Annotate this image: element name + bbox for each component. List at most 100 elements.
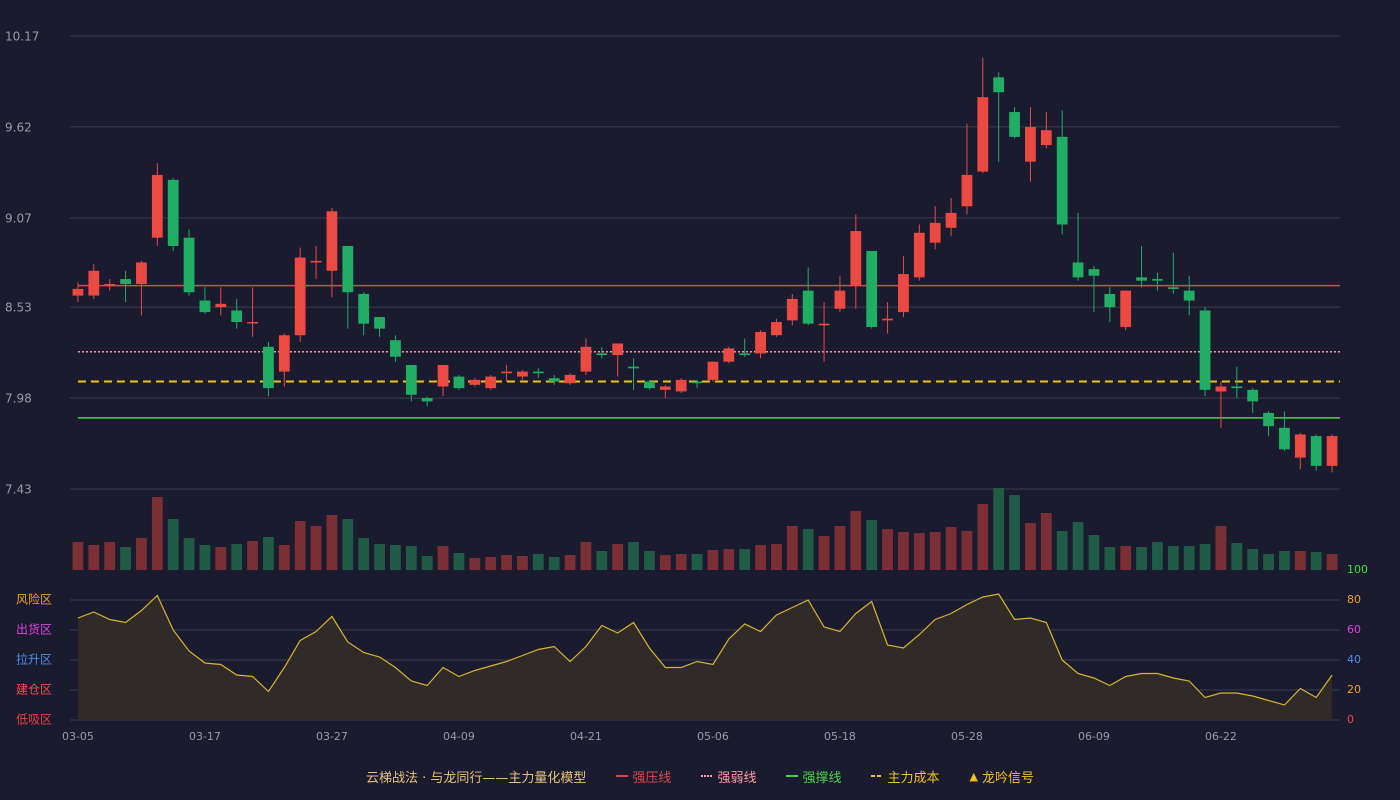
y-tick-label: 9.07	[5, 211, 32, 225]
candle-body	[136, 262, 147, 284]
volume-bar	[548, 557, 560, 570]
volume-bar	[707, 550, 719, 570]
y-tick-label: 100	[1347, 563, 1368, 576]
volume-bar	[882, 529, 893, 570]
volume-bar	[358, 538, 370, 570]
candle-body	[342, 245, 354, 293]
legend-swatch	[701, 775, 714, 777]
legend-label: 强压线	[632, 770, 672, 786]
candle-body	[374, 317, 385, 329]
volume-bar	[739, 549, 751, 570]
candle-body	[1310, 436, 1322, 466]
volume-bar	[469, 558, 481, 570]
volume-bar	[501, 555, 512, 570]
y-tick-label: 7.43	[5, 483, 32, 497]
volume-bar	[993, 488, 1005, 570]
y-tick-label: 7.98	[5, 392, 32, 406]
candle-body	[453, 376, 465, 389]
volume-bar	[72, 542, 84, 570]
legend-item: 强压线	[616, 767, 671, 786]
legend: 云梯战法 · 与龙同行——主力量化模型 强压线 强弱线 强撑线 主力成本 ▲ 龙吟信号	[0, 764, 1400, 788]
legend-label: 主力成本	[887, 770, 940, 786]
volume-bar	[755, 545, 766, 570]
candle-body	[1167, 287, 1179, 289]
legend-title: 云梯战法 · 与龙同行——主力量化模型	[366, 770, 587, 786]
candle-body	[1120, 290, 1132, 327]
volume-bar	[612, 544, 624, 570]
volume-bar	[929, 532, 941, 570]
x-tick-label: 05-06	[697, 730, 729, 743]
volume-bar	[1072, 522, 1084, 570]
volume-bar	[961, 531, 973, 570]
candle-body	[1152, 279, 1163, 281]
candle-body	[755, 331, 766, 354]
volume-bar	[390, 545, 401, 570]
volume-bar	[421, 556, 433, 570]
legend-item: ▲ 龙吟信号	[969, 767, 1033, 786]
volume-bar	[1183, 546, 1195, 570]
candle-body	[644, 381, 655, 389]
candle-body	[294, 257, 306, 336]
volume-bar	[802, 529, 814, 570]
legend-label: 强撑线	[802, 770, 842, 786]
candle-body	[1183, 290, 1195, 301]
legend-symbol: ▲	[969, 769, 978, 783]
legend-swatch	[786, 775, 799, 777]
candle-body	[1104, 293, 1116, 308]
volume-bar	[326, 515, 338, 570]
candle-body	[231, 310, 243, 323]
legend-swatch	[616, 775, 629, 777]
candle-body	[278, 335, 290, 372]
candle-body	[850, 231, 862, 286]
candle-body	[215, 303, 227, 308]
candle-body	[517, 371, 528, 377]
volume-bar	[263, 537, 274, 570]
volume-bar	[104, 542, 116, 570]
candle-body	[405, 365, 417, 395]
volume-bar	[310, 526, 322, 570]
candle-body	[1199, 310, 1211, 390]
volume-bar	[1199, 544, 1211, 570]
candle-body	[1056, 136, 1068, 225]
candle-body	[183, 237, 195, 293]
volume-bar	[850, 511, 862, 570]
volume-bar	[644, 551, 655, 570]
volume-bar	[1025, 523, 1036, 570]
candle-body	[263, 346, 274, 389]
candle-body	[1279, 427, 1290, 450]
candle-body	[771, 322, 782, 336]
volume-bar	[898, 532, 909, 570]
candle-body	[929, 222, 941, 243]
volume-bar	[1167, 546, 1179, 570]
y-tick-label: 8.53	[5, 301, 32, 315]
candle-body	[72, 288, 84, 296]
candle-body	[167, 179, 179, 246]
candle-body	[898, 274, 909, 313]
candle-body	[326, 211, 338, 271]
x-tick-label: 06-22	[1205, 730, 1237, 743]
volume-bar	[136, 538, 147, 570]
volume-bar	[834, 526, 846, 570]
volume-bar	[1040, 513, 1052, 570]
candle-body	[834, 290, 846, 309]
volume-bar	[723, 549, 735, 570]
volume-bar	[247, 541, 258, 570]
candle-body	[548, 378, 560, 382]
volume-bar	[1009, 495, 1020, 570]
volume-bar	[342, 519, 354, 570]
candle-body	[723, 348, 735, 362]
candle-body	[1247, 389, 1259, 402]
candle-body	[151, 174, 163, 238]
volume-bar	[485, 557, 497, 570]
volume-bar	[913, 533, 925, 570]
volume-bar	[405, 546, 417, 570]
volume-bar	[628, 542, 639, 570]
candle-body	[977, 97, 989, 172]
volume-bar	[453, 553, 465, 570]
candle-body	[659, 386, 671, 390]
volume-bar	[1088, 535, 1100, 570]
volume-bar	[1326, 554, 1338, 570]
candle-body	[961, 174, 973, 207]
candle-body	[199, 300, 211, 313]
